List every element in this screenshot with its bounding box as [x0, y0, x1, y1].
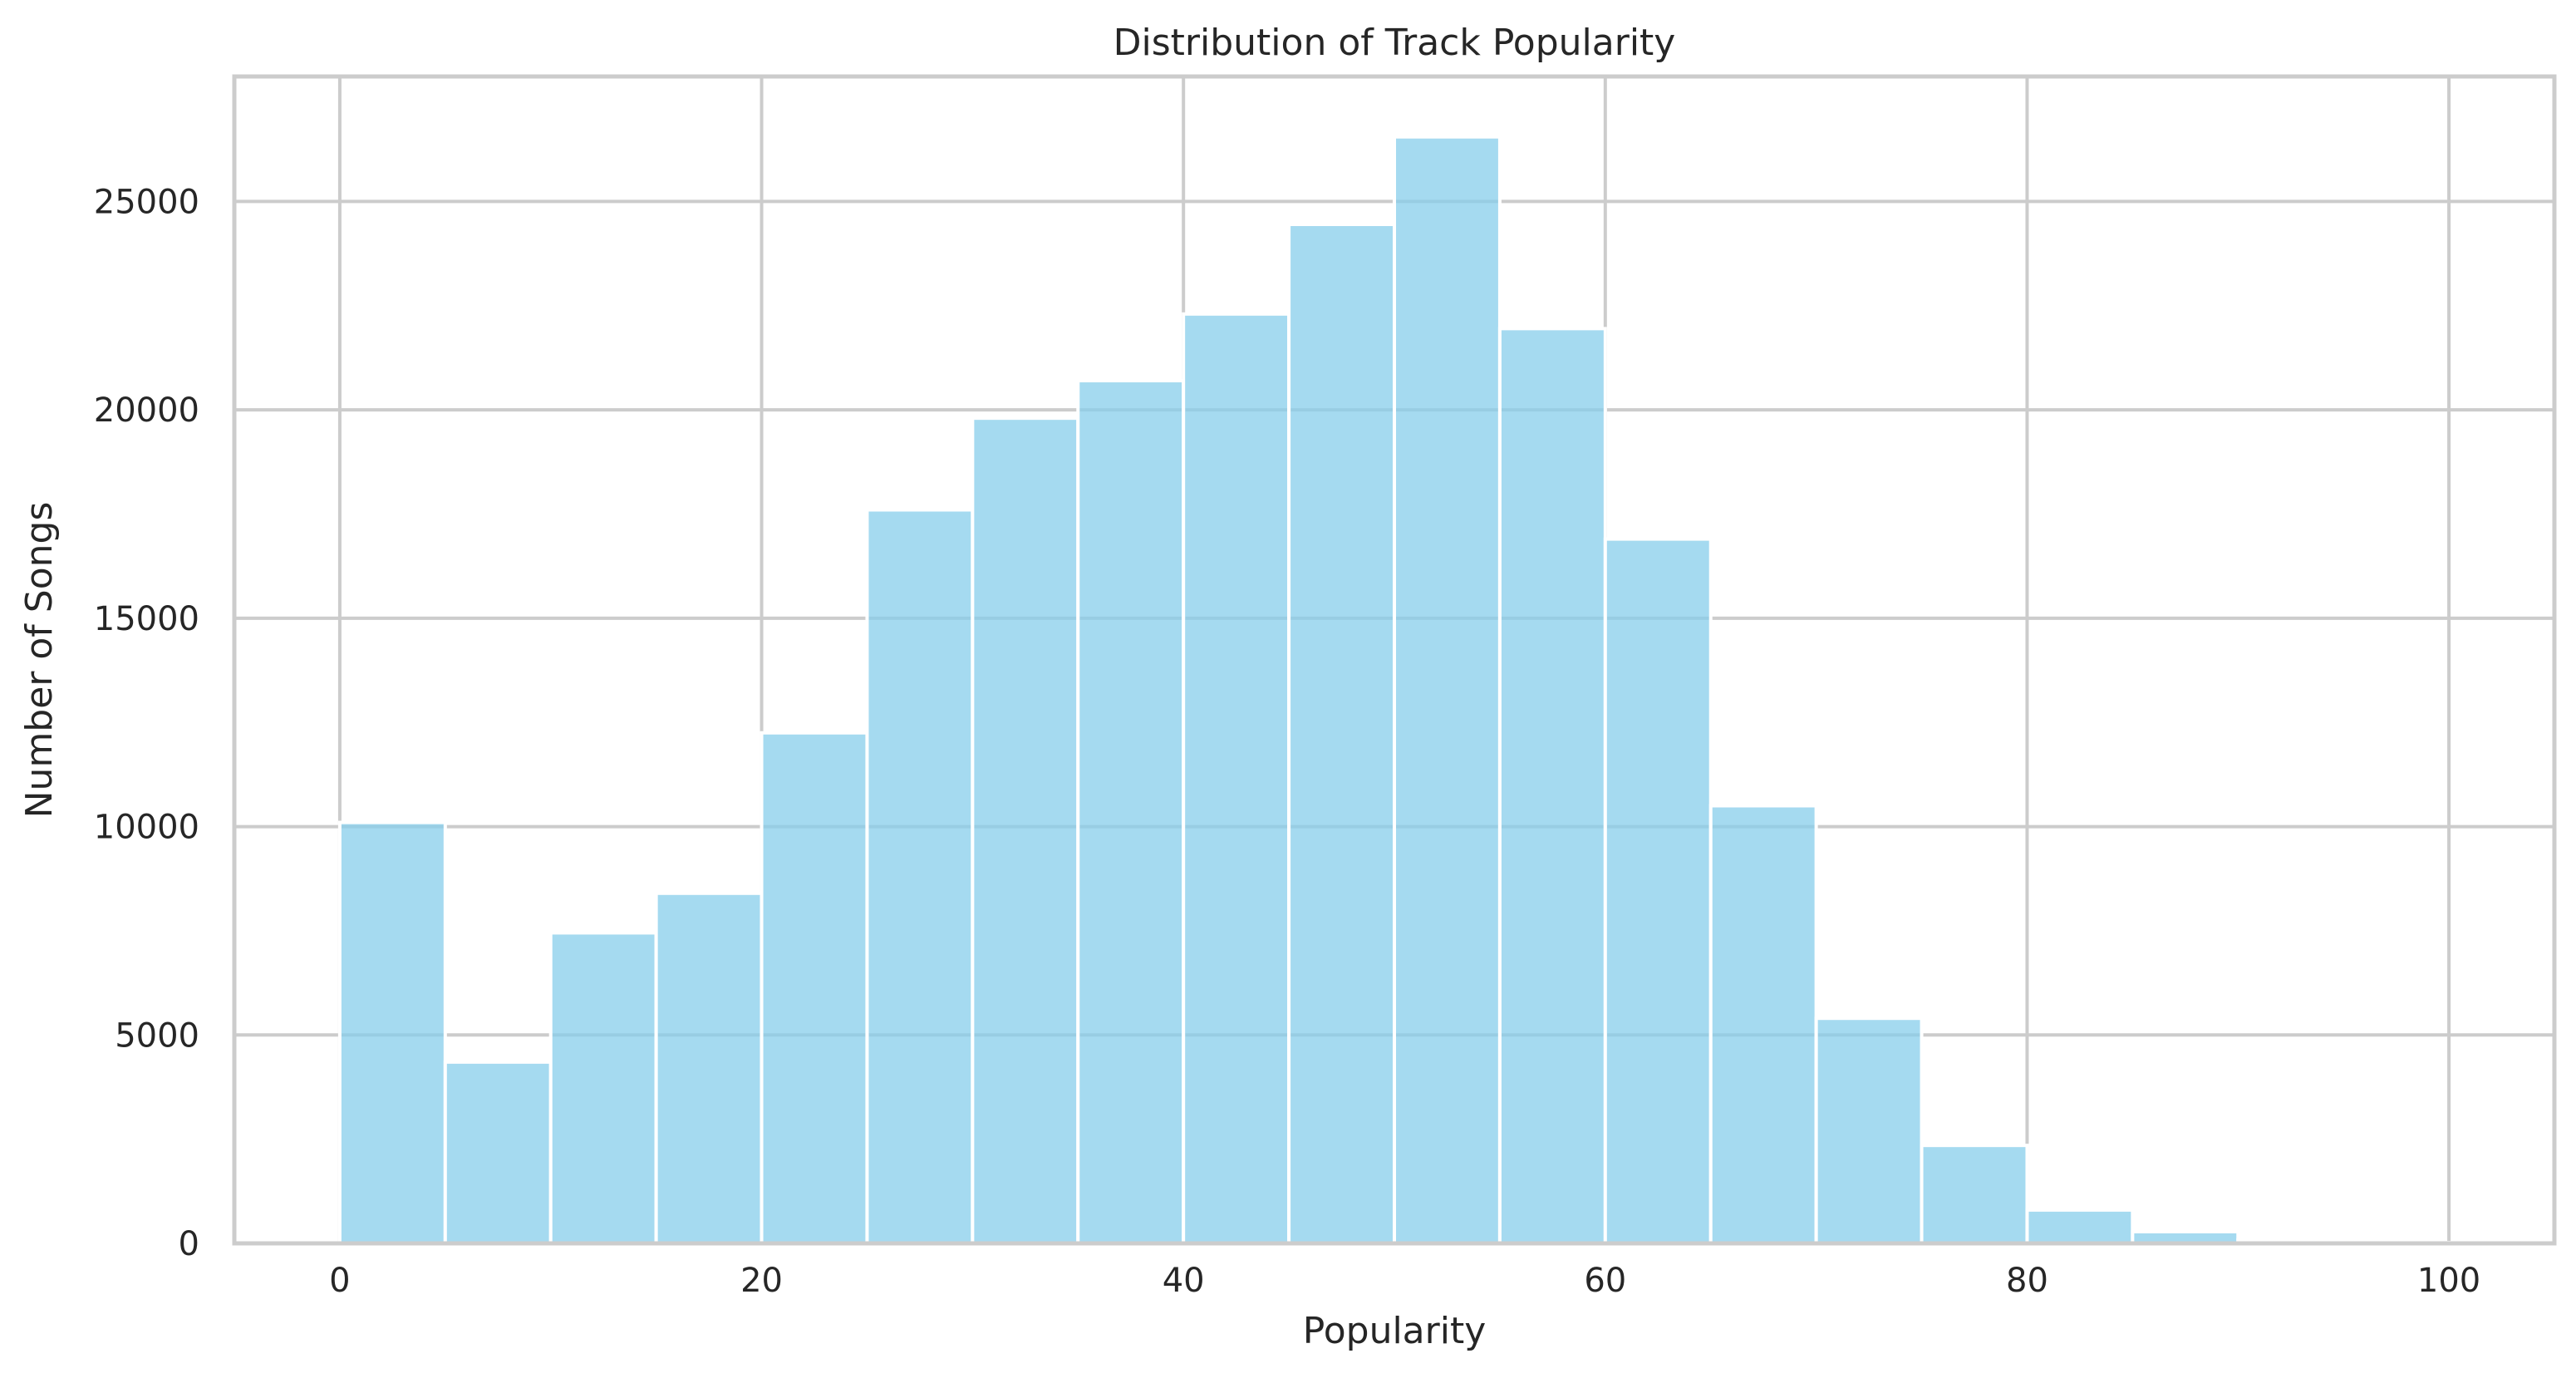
plot-frame — [232, 74, 2557, 1246]
x-tick-label-1: 20 — [740, 1262, 783, 1300]
histogram-bar-3 — [654, 891, 764, 1246]
y-tick-label-5: 25000 — [94, 183, 199, 221]
x-tick-label-3: 60 — [1584, 1262, 1626, 1300]
histogram-bar-7 — [1076, 379, 1186, 1245]
x-tick-label-2: 40 — [1163, 1262, 1205, 1300]
y-tick-label-0: 0 — [179, 1225, 199, 1263]
x-tick-label-4: 80 — [2006, 1262, 2048, 1300]
histogram-bar-1 — [443, 1060, 553, 1245]
y-tick-label-1: 5000 — [115, 1016, 199, 1055]
histogram-bar-4 — [760, 731, 869, 1245]
y-tick-label-4: 20000 — [94, 391, 199, 430]
histogram-bar-16 — [2025, 1208, 2135, 1246]
histogram-bar-11 — [1497, 327, 1607, 1246]
histogram-bars — [337, 135, 2451, 1246]
y-tick-labels: 0 5000 10000 15000 20000 25000 — [94, 183, 199, 1263]
histogram-bar-9 — [1287, 223, 1397, 1245]
histogram-bar-14 — [1814, 1016, 1924, 1245]
x-axis-label: Popularity — [1303, 1310, 1487, 1352]
histogram-bar-6 — [971, 416, 1080, 1245]
histogram-bar-2 — [548, 931, 658, 1245]
x-tick-label-5: 100 — [2417, 1262, 2480, 1300]
histogram-bar-12 — [1603, 537, 1713, 1245]
x-tick-label-0: 0 — [329, 1262, 350, 1300]
chart-title: Distribution of Track Popularity — [1113, 22, 1676, 64]
histogram-bar-10 — [1393, 135, 1502, 1245]
histogram-bar-0 — [337, 820, 447, 1245]
histogram-bar-15 — [1920, 1144, 2029, 1246]
histogram-bar-13 — [1708, 804, 1818, 1245]
y-tick-label-3: 15000 — [94, 600, 199, 638]
y-axis-label: Number of Songs — [18, 502, 61, 819]
y-tick-label-2: 10000 — [94, 809, 199, 847]
x-tick-labels: 0 20 40 60 80 100 — [329, 1262, 2480, 1300]
histogram-bar-8 — [1182, 312, 1291, 1245]
histogram-bar-5 — [865, 508, 975, 1245]
